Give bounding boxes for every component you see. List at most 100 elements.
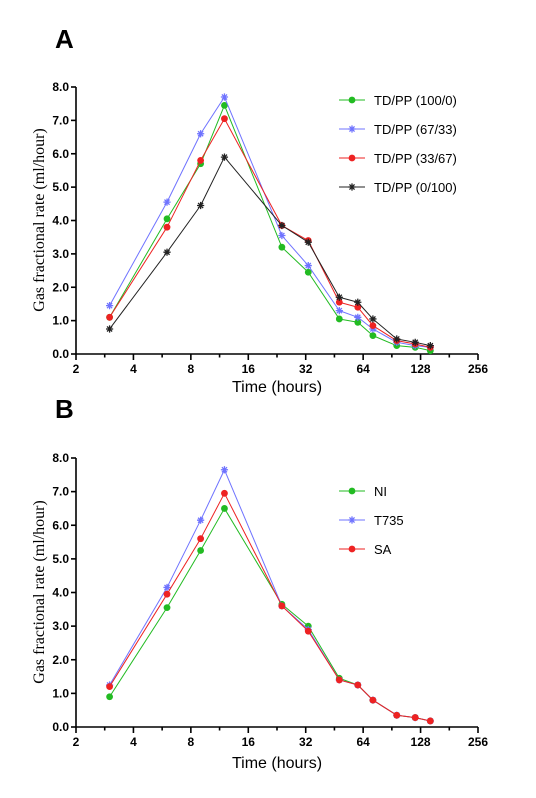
data-point	[278, 231, 286, 240]
data-point	[369, 332, 377, 340]
y-axis-title: Gas fractional rate (ml/hour)	[31, 128, 48, 311]
data-point	[354, 298, 362, 306]
legend-b: NI T735 SA	[339, 484, 404, 557]
data-point	[197, 130, 205, 138]
series-a-0	[106, 101, 434, 355]
y-tick-label: 3.0	[52, 247, 69, 261]
x-tick-label: 64	[356, 362, 370, 376]
legend-marker	[348, 487, 356, 495]
y-tick-label: 7.0	[52, 113, 69, 127]
x-tick-label: 64	[356, 735, 370, 749]
data-point	[335, 307, 343, 315]
data-point	[163, 590, 171, 598]
data-point	[335, 293, 343, 301]
series-line	[109, 104, 431, 352]
data-point	[369, 696, 377, 704]
data-point	[105, 325, 114, 333]
x-tick-label: 32	[299, 735, 313, 749]
data-point	[106, 313, 113, 321]
y-tick-label: 1.0	[52, 686, 69, 700]
data-point	[393, 335, 401, 343]
legend-label: SA	[374, 542, 392, 557]
legend-marker	[348, 96, 356, 104]
data-point	[411, 338, 419, 346]
data-point	[163, 248, 171, 256]
data-point	[426, 717, 434, 725]
x-tick-label: 128	[411, 735, 431, 749]
data-point	[105, 302, 114, 310]
legend-label: TD/PP (100/0)	[374, 93, 457, 108]
data-point	[197, 201, 205, 210]
data-point	[354, 303, 362, 311]
series-b-2	[106, 489, 434, 725]
data-point	[197, 535, 205, 543]
y-tick-label: 0.0	[52, 720, 69, 734]
data-point	[335, 315, 343, 323]
data-point	[369, 322, 377, 330]
data-point	[393, 711, 401, 719]
data-point	[335, 298, 343, 306]
x-tick-label: 8	[188, 735, 195, 749]
series-line	[109, 469, 431, 722]
x-tick-label: 8	[188, 362, 195, 376]
y-tick-label: 4.0	[52, 214, 69, 228]
data-point	[106, 683, 113, 691]
data-point	[369, 315, 377, 323]
data-point	[304, 261, 312, 270]
y-tick-label: 6.0	[52, 147, 69, 161]
legend-marker	[348, 125, 356, 133]
data-point	[335, 676, 343, 684]
y-tick-label: 5.0	[52, 180, 69, 194]
series-b-1	[105, 466, 434, 725]
x-tick-label: 2	[73, 362, 80, 376]
x-axis-title: Time (hours)	[232, 379, 322, 396]
legend-marker	[348, 183, 356, 191]
y-tick-label: 7.0	[52, 485, 69, 499]
legend-marker	[348, 154, 356, 162]
legend-marker	[348, 516, 356, 524]
x-axis-title: Time (hours)	[232, 755, 322, 772]
data-point	[197, 516, 205, 524]
series-a-3	[105, 153, 434, 350]
data-point	[278, 602, 286, 610]
data-point	[304, 238, 312, 246]
panel-letter-a: A	[55, 24, 74, 54]
data-point	[304, 268, 312, 276]
x-tick-label: 32	[299, 362, 313, 376]
data-point	[163, 215, 171, 223]
data-point	[278, 221, 286, 230]
y-tick-label: 2.0	[52, 653, 69, 667]
data-point	[221, 115, 228, 123]
data-point	[163, 223, 171, 231]
y-tick-label: 8.0	[52, 80, 69, 94]
x-tick-label: 2	[73, 735, 80, 749]
y-tick-label: 4.0	[52, 586, 69, 600]
x-tick-label: 4	[130, 735, 137, 749]
y-tick-label: 5.0	[52, 552, 69, 566]
panel-letter-b: B	[55, 394, 74, 424]
data-point	[220, 93, 229, 101]
data-point	[221, 505, 228, 512]
y-tick-label: 2.0	[52, 280, 69, 294]
data-point	[354, 681, 362, 689]
x-tick-label: 16	[242, 362, 256, 376]
x-tick-label: 128	[411, 362, 431, 376]
x-tick-label: 256	[468, 362, 488, 376]
data-point	[221, 489, 228, 497]
data-point	[426, 342, 434, 350]
series-b-0	[106, 505, 434, 725]
chart-panel-a: A 0.0 1.0 2.0 3.0 4.0 5.0 6.0 7.0 8.0 2 4 8 16 32 64 128…	[31, 24, 488, 396]
data-point	[278, 243, 286, 251]
data-point	[221, 101, 228, 109]
data-point	[411, 714, 419, 721]
chart-panel-b: B 0.0 1.0 2.0 3.0 4.0 5.0 6.0 7.0 8.0 2 4 8 16 32 64 128…	[31, 394, 488, 772]
data-point	[163, 198, 171, 206]
y-tick-label: 6.0	[52, 518, 69, 532]
data-point	[106, 693, 113, 701]
y-tick-label: 3.0	[52, 619, 69, 633]
legend-label: TD/PP (0/100)	[374, 180, 457, 195]
y-axis-title: Gas fractional rate (ml/hour)	[31, 500, 48, 683]
data-point	[163, 604, 171, 612]
legend-label: TD/PP (33/67)	[374, 151, 457, 166]
